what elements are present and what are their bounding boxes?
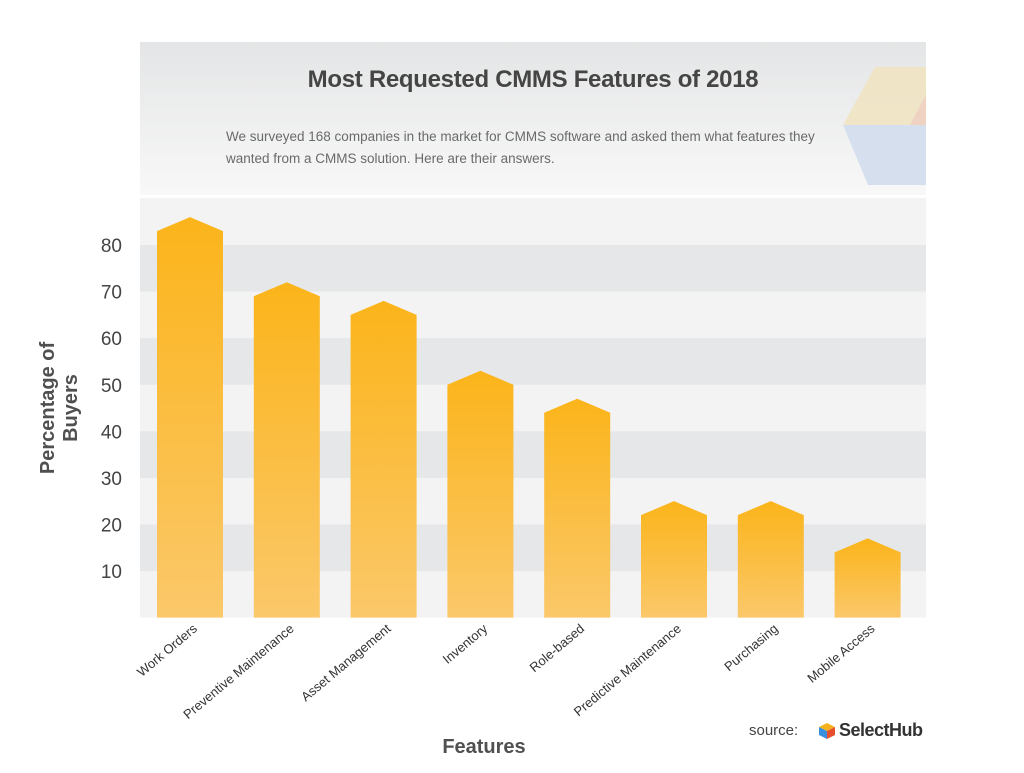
y-tick-label: 50 <box>101 376 122 397</box>
y-tick-label: 20 <box>101 515 122 536</box>
y-tick-label: 30 <box>101 469 122 490</box>
y-tick-label: 80 <box>101 236 122 257</box>
x-tick-label: Inventory <box>440 620 491 666</box>
grid-band <box>140 245 926 292</box>
bar <box>737 501 804 618</box>
chart-title: Most Requested CMMS Features of 2018 <box>307 66 759 93</box>
x-tick-label: Mobile Access <box>804 620 878 685</box>
selecthub-logo-icon <box>819 722 835 739</box>
bar <box>253 282 320 618</box>
x-tick-label: Predictive Maintenance <box>571 621 684 719</box>
x-tick-label: Work Orders <box>134 620 200 679</box>
chart-subtitle: We surveyed 168 companies in the market … <box>226 129 815 166</box>
bar <box>447 370 514 618</box>
x-tick-label: Asset Management <box>298 621 394 705</box>
y-axis-label: Percentage of Buyers <box>37 341 82 475</box>
bar <box>834 538 901 618</box>
cube-decoration-icon <box>843 67 926 185</box>
bar <box>544 398 611 618</box>
x-tick-label: Role-based <box>527 621 588 675</box>
selecthub-logo: SelectHub <box>818 720 923 741</box>
x-tick-label: Preventive Maintenance <box>180 621 296 722</box>
x-tick-label: Purchasing <box>721 621 780 674</box>
bar <box>157 217 223 618</box>
bar <box>641 501 707 618</box>
selecthub-logo-text: SelectHub <box>839 720 923 740</box>
bar <box>350 300 417 618</box>
y-tick-label: 10 <box>101 562 122 583</box>
y-tick-label: 40 <box>101 422 122 443</box>
source-label: source: <box>749 722 799 739</box>
chart-header: Most Requested CMMS Features of 2018 We … <box>140 42 926 195</box>
x-axis-label: Features <box>442 736 526 758</box>
y-tick-label: 60 <box>101 329 122 350</box>
y-tick-label: 70 <box>101 283 122 304</box>
